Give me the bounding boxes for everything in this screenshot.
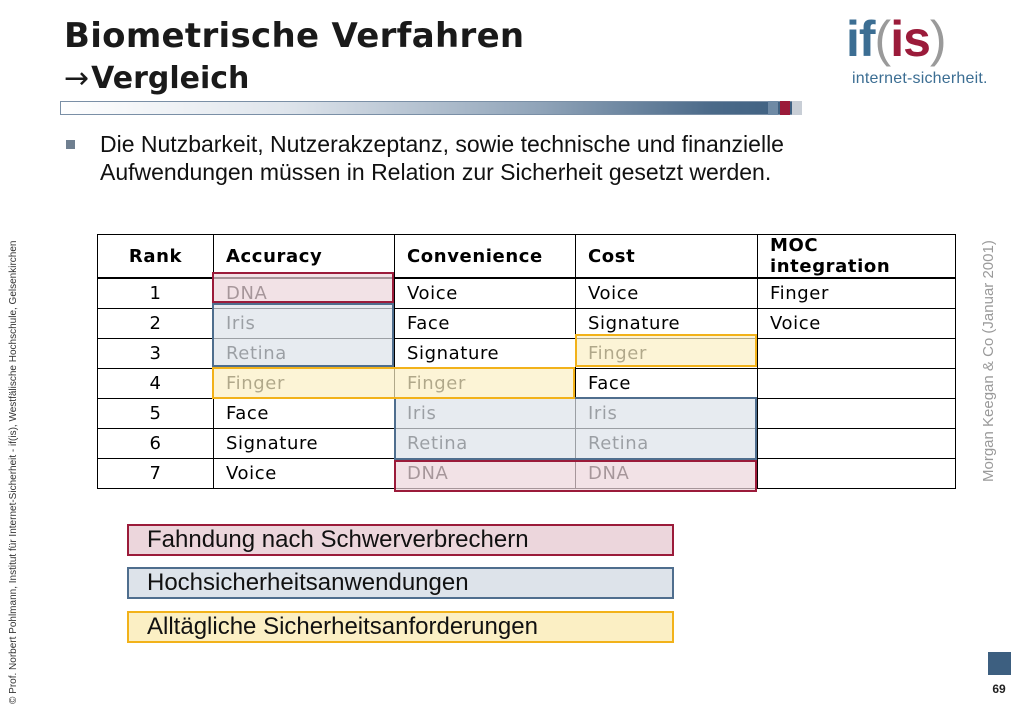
cell-cost: Iris	[575, 397, 758, 429]
legend-item-fahndung: Fahndung nach Schwerverbrechern	[127, 524, 674, 556]
legend-label: Alltägliche Sicherheitsanforderungen	[147, 613, 538, 640]
cell-cost: Signature	[575, 307, 758, 339]
slide-title: Biometrische Verfahren	[64, 16, 525, 56]
table-header-row: Rank Accuracy Convenience Cost MOC integ…	[97, 234, 956, 279]
cell-rank: 5	[97, 397, 214, 429]
legend-item-alltaeglich: Alltägliche Sicherheitsanforderungen	[127, 611, 674, 643]
title-bar-square-red	[780, 101, 790, 115]
table-row: 2 Iris Face Signature Voice	[97, 307, 956, 339]
header-rank: Rank	[97, 234, 214, 279]
table-row: 7 Voice DNA DNA	[97, 457, 956, 489]
source-citation: Morgan Keegan & Co (Januar 2001)	[980, 240, 997, 482]
cell-convenience: DNA	[394, 457, 576, 489]
cell-convenience: Voice	[394, 277, 576, 309]
logo-mark: if(is)	[846, 12, 996, 66]
legend-label: Fahndung nach Schwerverbrechern	[147, 526, 529, 553]
cell-rank: 2	[97, 307, 214, 339]
cell-moc	[757, 457, 956, 489]
arrow-right-icon: →	[64, 61, 90, 96]
cell-convenience: Retina	[394, 427, 576, 459]
cell-cost: Finger	[575, 337, 758, 369]
title-bar-square-blue	[768, 101, 778, 115]
cell-cost: Face	[575, 367, 758, 399]
cell-convenience: Finger	[394, 367, 576, 399]
cell-accuracy: Signature	[213, 427, 395, 459]
table-row: 5 Face Iris Iris	[97, 397, 956, 429]
page-number: 69	[992, 682, 1006, 696]
logo-if: if	[846, 11, 876, 67]
copyright-credit: © Prof. Norbert Pohlmann, Institut für I…	[8, 240, 19, 704]
cell-moc	[757, 367, 956, 399]
cell-accuracy: Retina	[213, 337, 395, 369]
cell-accuracy: Face	[213, 397, 395, 429]
cell-moc	[757, 337, 956, 369]
page-marker-square	[988, 652, 1011, 675]
header-cost: Cost	[575, 234, 758, 279]
cell-moc: Voice	[757, 307, 956, 339]
cell-rank: 1	[97, 277, 214, 309]
cell-cost: Voice	[575, 277, 758, 309]
cell-moc	[757, 397, 956, 429]
title-bar-square-grey	[792, 101, 802, 115]
title-underline-bar	[60, 101, 802, 115]
cell-rank: 6	[97, 427, 214, 459]
cell-accuracy: Voice	[213, 457, 395, 489]
subtitle-text: Vergleich	[91, 61, 250, 96]
cell-rank: 7	[97, 457, 214, 489]
cell-cost: Retina	[575, 427, 758, 459]
header-moc-integration: MOC integration	[757, 234, 956, 279]
legend-label: Hochsicherheitsanwendungen	[147, 569, 469, 596]
header-convenience: Convenience	[394, 234, 576, 279]
table-row: 1 DNA Voice Voice Finger	[97, 277, 956, 309]
cell-accuracy: Iris	[213, 307, 395, 339]
cell-accuracy: DNA	[213, 277, 395, 309]
if-is-logo: if(is) internet-sicherheit.	[846, 12, 996, 92]
cell-cost: DNA	[575, 457, 758, 489]
slide-subtitle: →Vergleich	[64, 60, 249, 98]
logo-is: is	[890, 11, 931, 67]
table-row: 3 Retina Signature Finger	[97, 337, 956, 369]
table-row: 6 Signature Retina Retina	[97, 427, 956, 459]
cell-convenience: Signature	[394, 337, 576, 369]
cell-moc: Finger	[757, 277, 956, 309]
logo-paren-close: )	[929, 11, 947, 67]
cell-moc	[757, 427, 956, 459]
legend-item-hochsicherheit: Hochsicherheitsanwendungen	[127, 567, 674, 599]
logo-paren-open: (	[874, 11, 892, 67]
header-accuracy: Accuracy	[213, 234, 395, 279]
cell-accuracy: Finger	[213, 367, 395, 399]
cell-rank: 3	[97, 337, 214, 369]
table-row: 4 Finger Finger Face	[97, 367, 956, 399]
bullet-square-icon	[66, 140, 75, 149]
comparison-table: Rank Accuracy Convenience Cost MOC integ…	[97, 234, 956, 489]
bullet-text: Die Nutzbarkeit, Nutzerakzeptanz, sowie …	[100, 131, 784, 185]
cell-convenience: Iris	[394, 397, 576, 429]
cell-rank: 4	[97, 367, 214, 399]
logo-subtitle: internet-sicherheit.	[852, 70, 988, 87]
cell-convenience: Face	[394, 307, 576, 339]
